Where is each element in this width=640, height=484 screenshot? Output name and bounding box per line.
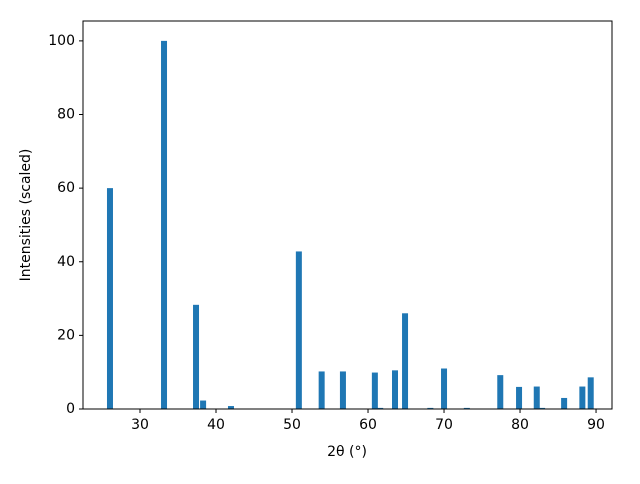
x-tick-label: 60	[359, 417, 377, 433]
bar	[463, 407, 470, 409]
bar	[227, 406, 234, 409]
bar	[402, 313, 409, 409]
y-tick-label: 20	[57, 327, 75, 343]
bar	[587, 377, 594, 409]
y-tick-label: 40	[57, 254, 75, 270]
bar	[516, 386, 523, 409]
bar	[193, 304, 200, 409]
bar	[579, 386, 586, 409]
x-tick-label: 50	[283, 417, 301, 433]
bar	[295, 251, 302, 409]
bar	[533, 386, 540, 409]
y-tick-label: 0	[66, 401, 75, 417]
bar	[161, 40, 168, 409]
bar	[200, 400, 207, 409]
bar	[318, 371, 325, 409]
bar	[371, 372, 378, 409]
y-tick-label: 80	[57, 107, 75, 123]
x-tick-label: 40	[207, 417, 225, 433]
x-tick-label: 90	[587, 417, 605, 433]
bar	[539, 407, 546, 409]
bar	[377, 407, 384, 409]
bar	[339, 371, 346, 409]
bar	[441, 368, 448, 409]
bar	[106, 188, 113, 409]
y-axis-label: Intensities (scaled)	[18, 149, 34, 282]
y-tick-label: 100	[48, 33, 75, 49]
x-tick-label: 30	[131, 417, 149, 433]
bar	[561, 397, 568, 409]
plot-frame	[82, 20, 613, 410]
bar	[392, 370, 399, 409]
bar	[427, 407, 434, 409]
bar	[497, 375, 504, 409]
x-axis-label: 2θ (°)	[327, 444, 367, 460]
x-tick-label: 80	[511, 417, 529, 433]
x-tick-label: 70	[435, 417, 453, 433]
y-tick-label: 60	[57, 180, 75, 196]
